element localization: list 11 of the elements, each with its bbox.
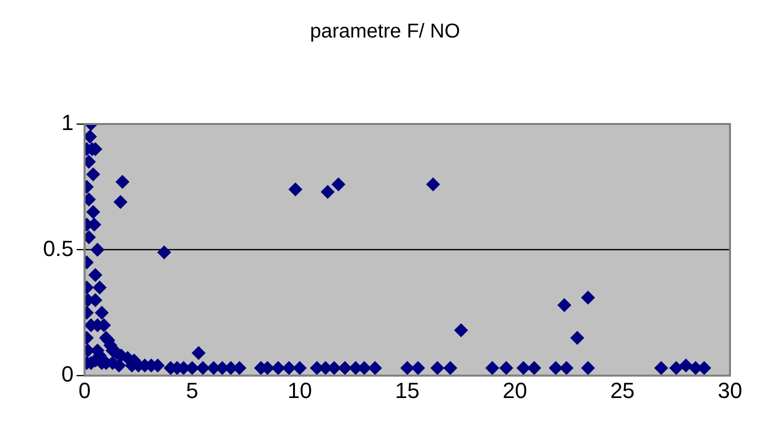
x-tick-label: 5: [186, 378, 198, 403]
x-tick-label: 0: [78, 378, 91, 403]
y-tick-label: 0: [61, 362, 74, 387]
y-tick-label: 1: [61, 110, 74, 136]
x-tick-label: 10: [287, 378, 312, 403]
chart-title: parametre F/ NO: [310, 20, 460, 43]
x-tick-label: 30: [718, 378, 742, 403]
x-tick-label: 25: [610, 378, 635, 403]
y-tick-label: 0.5: [42, 236, 74, 261]
x-tick-label: 15: [395, 378, 420, 403]
x-tick-label: 20: [502, 378, 528, 403]
